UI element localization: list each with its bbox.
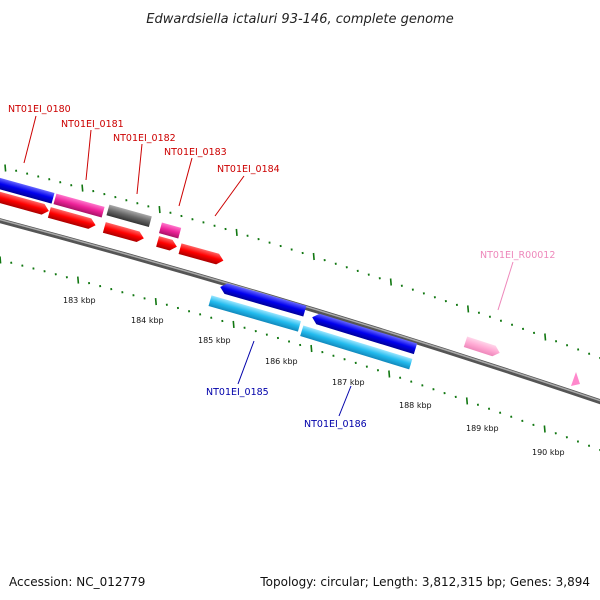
scale-label-189: 189 kbp (466, 424, 499, 433)
gene-feature-rna-r00012[interactable] (463, 336, 502, 359)
gene-label-0182[interactable]: NT01EI_0182 (113, 133, 176, 144)
gene-label-0180[interactable]: NT01EI_0180 (8, 104, 71, 115)
gene-label-0185[interactable]: NT01EI_0185 (206, 387, 269, 398)
scale-label-188: 188 kbp (399, 401, 432, 410)
label-leader-0180 (23, 115, 37, 164)
scale-label-187: 187 kbp (332, 378, 365, 387)
gene-label-r00012[interactable]: NT01EI_R00012 (480, 250, 555, 261)
gc-tick-lower (465, 397, 469, 405)
gene-feature-cyan-0186[interactable] (300, 325, 413, 370)
gene-feature-red-0182[interactable] (102, 222, 145, 244)
accession-text: Accession: NC_012779 (9, 575, 145, 589)
gene-feature-red-0180[interactable] (0, 186, 50, 216)
scale-label-185: 185 kbp (198, 336, 231, 345)
gene-feature-red-0184[interactable] (178, 243, 225, 266)
gene-feature-rna-edge[interactable] (571, 372, 580, 386)
label-leader-0181 (85, 129, 92, 181)
label-leader-0186 (338, 385, 352, 417)
gene-feature-red-0181[interactable] (47, 207, 97, 230)
scale-label-190: 190 kbp (532, 448, 565, 457)
gene-feature-blue-0185[interactable] (219, 282, 307, 317)
gc-tick-lower (310, 344, 313, 353)
gc-tick-lower (154, 298, 157, 306)
gc-tick-lower (232, 320, 235, 328)
gc-tick-lower (77, 276, 80, 284)
gc-tick-upper (312, 252, 315, 261)
gene-label-0186[interactable]: NT01EI_0186 (304, 419, 367, 430)
gc-tick-upper (389, 278, 392, 286)
gene-feature-magenta-upper[interactable] (53, 193, 105, 218)
gene-feature-cyan-0185[interactable] (208, 295, 301, 332)
gc-tick-lower (0, 256, 2, 264)
gc-tick-upper (544, 333, 547, 341)
label-leader-0183 (178, 157, 193, 207)
gc-tick-track-upper (4, 164, 600, 360)
genome-summary-text: Topology: circular; Length: 3,812,315 bp… (259, 575, 590, 589)
gc-tick-upper (4, 164, 7, 172)
gc-tick-upper (235, 228, 238, 236)
gene-feature-gray[interactable] (106, 204, 152, 228)
label-leader-0182 (136, 143, 143, 195)
gc-tick-upper (467, 305, 470, 313)
gc-tick-lower (543, 425, 546, 433)
label-leader-0185 (237, 340, 255, 385)
gene-feature-magenta-0183[interactable] (158, 222, 182, 239)
scale-label-183: 183 kbp (63, 296, 96, 305)
gc-tick-upper (81, 184, 84, 192)
scale-label-184: 184 kbp (131, 316, 164, 325)
scale-label-186: 186 kbp (265, 357, 298, 366)
gc-tick-upper (158, 206, 161, 214)
label-leader-0184 (214, 175, 245, 217)
label-leader-r00012 (497, 261, 514, 311)
gene-feature-red-0183[interactable] (156, 236, 178, 252)
gc-tick-track-lower (0, 256, 600, 452)
gene-label-0183[interactable]: NT01EI_0183 (164, 147, 227, 158)
gc-tick-lower (388, 370, 391, 378)
scale-labels: 183 kbp 184 kbp 185 kbp 186 kbp 187 kbp … (63, 296, 565, 457)
gene-label-0181[interactable]: NT01EI_0181 (61, 119, 124, 130)
gene-feature-blue-0186[interactable] (311, 312, 418, 355)
map-title: Edwardsiella ictaluri 93-146, complete g… (146, 12, 453, 27)
gene-label-0184[interactable]: NT01EI_0184 (217, 164, 280, 175)
gene-feature-blue-upper[interactable] (0, 172, 55, 204)
